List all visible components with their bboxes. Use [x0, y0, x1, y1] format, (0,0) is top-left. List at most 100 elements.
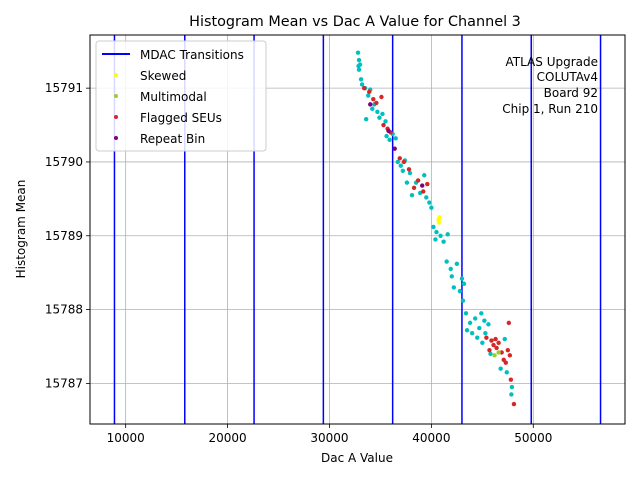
point-normal — [363, 116, 369, 122]
point-normal — [459, 276, 465, 281]
point-normal — [366, 93, 371, 98]
point-normal — [393, 136, 398, 141]
annotation-line: COLUTAv4 — [537, 70, 598, 84]
x-tick-label: 10000 — [107, 431, 145, 445]
point-normal — [400, 168, 406, 174]
point-normal — [409, 192, 415, 198]
point-normal — [449, 274, 454, 279]
point-normal — [434, 229, 439, 235]
point-normal — [429, 205, 434, 210]
point-normal — [463, 311, 469, 316]
point-normal — [380, 111, 385, 117]
grid-lines — [90, 35, 625, 424]
point-flagged-seus — [508, 377, 514, 382]
annotation-line: ATLAS Upgrade — [505, 55, 598, 69]
point-normal — [356, 67, 362, 72]
point-normal — [464, 328, 470, 333]
plot-frame — [89, 34, 626, 425]
point-flagged-seus — [496, 340, 501, 346]
point-flagged-seus — [406, 167, 412, 172]
annotation-line: Board 92 — [544, 86, 598, 100]
legend-label-repeat-bin: Repeat Bin — [140, 132, 205, 146]
point-normal — [370, 106, 375, 112]
point-normal — [460, 298, 466, 303]
point-normal — [438, 233, 443, 238]
point-normal — [475, 335, 480, 340]
point-normal — [454, 261, 460, 267]
point-normal — [433, 237, 438, 242]
y-axis-label: Histogram Mean — [14, 180, 28, 279]
point-normal — [357, 62, 363, 67]
point-normal — [375, 109, 380, 114]
point-flagged-seus — [411, 185, 417, 190]
point-normal — [479, 311, 484, 316]
point-normal — [358, 77, 364, 82]
point-normal — [395, 159, 400, 165]
point-flagged-seus — [415, 178, 421, 183]
point-normal — [422, 173, 427, 178]
point-normal — [355, 50, 361, 55]
point-normal — [356, 57, 362, 63]
point-flagged-seus — [489, 338, 494, 343]
point-flagged-seus — [397, 156, 402, 161]
point-normal — [377, 115, 382, 120]
legend: MDAC Transitions Skewed Multimodal Flagg… — [95, 40, 267, 152]
point-flagged-seus — [374, 100, 379, 106]
x-tick-label: 20000 — [208, 431, 246, 445]
y-tick-label: 15789 — [45, 229, 83, 243]
legend-marker-flagged-seus — [114, 115, 118, 119]
point-flagged-seus — [506, 320, 512, 326]
point-repeat-bin — [420, 183, 425, 188]
point-flagged-seus — [371, 97, 376, 102]
point-normal — [457, 288, 463, 294]
point-normal — [448, 266, 453, 272]
point-normal — [383, 119, 388, 124]
point-normal — [431, 224, 436, 230]
point-normal — [451, 285, 456, 290]
point-normal — [473, 316, 478, 321]
point-flagged-seus — [401, 159, 407, 165]
point-flagged-seus — [421, 189, 426, 194]
point-normal — [387, 137, 392, 143]
point-normal — [480, 340, 485, 346]
point-normal — [445, 232, 450, 237]
point-flagged-seus — [493, 336, 498, 342]
point-normal — [509, 384, 515, 390]
point-normal — [404, 180, 410, 185]
legend-label-skewed: Skewed — [140, 69, 186, 83]
point-normal — [427, 200, 432, 205]
point-normal — [441, 239, 446, 244]
point-normal — [359, 82, 365, 87]
y-tick-label: 15791 — [45, 81, 83, 95]
legend-label-flagged-seus: Flagged SEUs — [140, 111, 222, 125]
legend-label-multimodal: Multimodal — [140, 90, 207, 104]
point-normal — [384, 133, 389, 139]
point-multimodal — [496, 350, 501, 355]
point-normal — [502, 336, 507, 342]
point-normal — [444, 259, 449, 264]
point-flagged-seus — [494, 345, 499, 351]
point-flagged-seus — [511, 401, 517, 407]
point-normal — [467, 320, 473, 326]
point-normal — [498, 366, 503, 371]
point-flagged-seus — [381, 122, 386, 128]
point-normal — [398, 163, 404, 168]
x-tick-label: 30000 — [310, 431, 348, 445]
point-normal — [504, 370, 509, 375]
y-tick-label: 15787 — [45, 376, 83, 390]
point-normal — [509, 392, 514, 397]
annotation: ATLAS Upgrade COLUTAv4 Board 92 Chip 1, … — [502, 55, 598, 116]
y-tick-label: 15788 — [45, 303, 83, 317]
data-points — [355, 50, 517, 407]
point-flagged-seus — [491, 342, 496, 348]
point-flagged-seus — [484, 335, 489, 340]
point-normal — [469, 331, 475, 336]
point-normal — [424, 195, 429, 200]
point-normal — [407, 170, 413, 176]
x-tick-label: 40000 — [412, 431, 450, 445]
point-multimodal — [492, 353, 497, 358]
point-flagged-seus — [379, 94, 384, 100]
x-axis-ticks: 10000 20000 30000 40000 50000 — [107, 424, 552, 445]
y-axis-ticks: 15787 15788 15789 15790 15791 — [45, 81, 90, 390]
annotation-line: Chip 1, Run 210 — [502, 102, 598, 116]
